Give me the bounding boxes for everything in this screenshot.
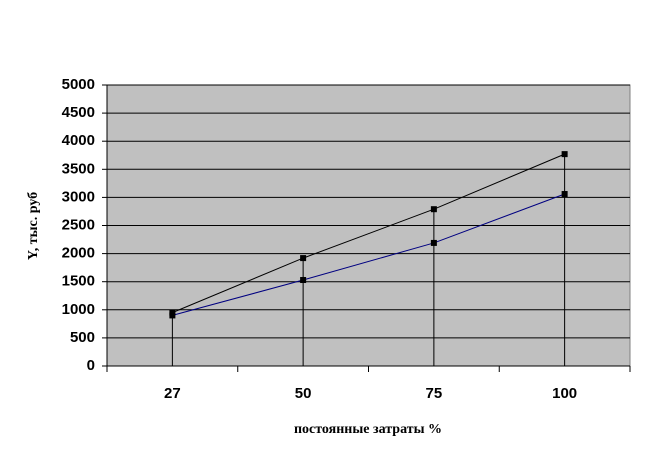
y-tick-label: 500 xyxy=(70,329,95,346)
x-tick-label: 50 xyxy=(295,385,312,402)
y-tick-label: 3500 xyxy=(62,160,95,177)
x-tick-label: 27 xyxy=(164,385,181,402)
point-marker xyxy=(169,312,176,319)
series-line xyxy=(172,153,565,314)
point-marker xyxy=(561,151,568,158)
series-line xyxy=(172,193,565,316)
y-tick-label: 4500 xyxy=(62,104,95,121)
point-marker xyxy=(430,206,437,213)
y-tick-label: 3000 xyxy=(62,188,95,205)
x-tick-label: 75 xyxy=(426,385,443,402)
point-marker xyxy=(430,239,437,246)
y-tick-label: 2500 xyxy=(62,216,95,233)
x-tick-label: 100 xyxy=(552,385,577,402)
point-marker xyxy=(300,255,307,262)
y-tick-label: 4000 xyxy=(62,132,95,149)
point-marker xyxy=(561,191,568,198)
point-marker xyxy=(300,277,307,284)
y-tick-label: 1000 xyxy=(62,301,95,318)
y-tick-label: 0 xyxy=(87,357,95,374)
y-axis-title: Y, тыс. руб xyxy=(26,192,41,260)
y-tick-label: 2000 xyxy=(62,245,95,262)
y-tick-label: 5000 xyxy=(62,76,95,93)
y-tick-label: 1500 xyxy=(62,273,95,290)
x-axis-title: постоянные затраты % xyxy=(294,422,442,437)
